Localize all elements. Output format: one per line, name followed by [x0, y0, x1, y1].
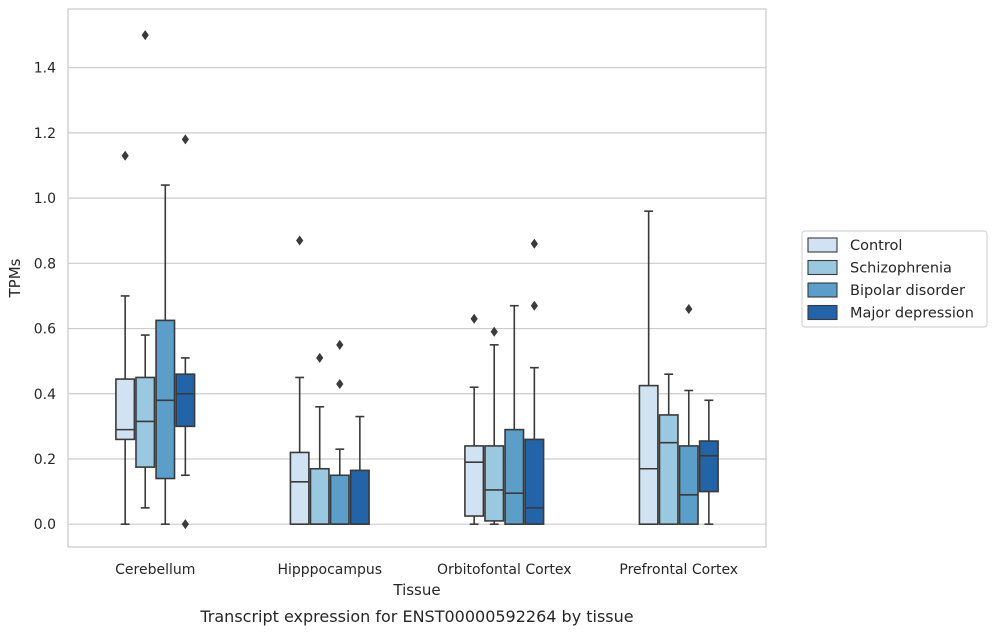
legend-swatch [807, 237, 838, 253]
box-iqr [155, 319, 176, 480]
box-iqr [289, 451, 310, 525]
box-control [289, 235, 310, 525]
legend-swatch [807, 282, 838, 298]
outlier-point [685, 303, 693, 314]
box-iqr [349, 469, 370, 525]
legend-label: Bipolar disorder [850, 283, 965, 299]
box-iqr [175, 373, 196, 428]
legend-label: Control [850, 238, 902, 254]
outlier-point [296, 235, 304, 246]
y-tick-label: 1.0 [34, 191, 56, 207]
box-iqr [658, 414, 679, 525]
y-tick-label: 0.4 [34, 387, 56, 403]
legend-swatch [807, 304, 838, 321]
outlier-point [490, 326, 498, 337]
box-iqr [504, 428, 525, 525]
y-tick-label: 0.8 [34, 256, 56, 272]
y-tick-labels: 0.0 0.2 0.4 0.6 0.8 1.0 1.2 1.4 [34, 61, 56, 533]
box-iqr [135, 376, 156, 468]
y-axis-title: TPMs [6, 258, 24, 298]
box-major-depression [349, 415, 370, 525]
box-iqr [309, 467, 330, 525]
box-major-depression [524, 238, 545, 525]
outlier-point [530, 238, 538, 249]
outlier-point [336, 339, 344, 350]
x-tick-label: Prefrontal Cortex [619, 562, 738, 578]
y-tick-label: 0.6 [34, 322, 56, 338]
box-schizophrenia [135, 30, 156, 509]
outlier-point [141, 30, 149, 41]
outlier-point [316, 352, 324, 363]
x-tick-label: Hipppocampus [277, 562, 382, 578]
box-bipolar-disorder [155, 184, 176, 525]
box-schizophrenia [658, 373, 679, 525]
box-iqr [329, 474, 350, 525]
legend-label: Major depression [850, 306, 974, 322]
box-iqr [678, 445, 699, 525]
legend-swatch [807, 259, 838, 276]
box-bipolar-disorder [329, 339, 350, 525]
outlier-point [121, 150, 129, 161]
legend-label: Schizophrenia [850, 261, 952, 277]
box-schizophrenia [309, 352, 330, 525]
box-bipolar-disorder [504, 304, 525, 525]
box-control [115, 150, 136, 525]
y-tick-label: 1.2 [34, 126, 56, 142]
box-iqr [524, 438, 545, 525]
x-axis-title: Tissue [392, 581, 440, 599]
box-bipolar-disorder [678, 303, 699, 525]
outlier-point [470, 313, 478, 324]
box-iqr [115, 378, 136, 441]
legend-items: Control Schizophrenia Bipolar disorder Majo… [807, 237, 974, 322]
box-major-depression [175, 134, 196, 530]
box-schizophrenia [484, 326, 505, 525]
box-major-depression [698, 399, 719, 525]
box-iqr [464, 445, 485, 517]
box-iqr [698, 440, 719, 493]
box-control [638, 210, 659, 525]
box-control [464, 313, 485, 525]
box-groups [115, 30, 719, 530]
x-tick-labels: Cerebellum Hipppocampus Orbitofontal Corte… [115, 562, 738, 578]
box-iqr [638, 384, 659, 525]
x-tick-label: Orbitofontal Cortex [437, 562, 572, 578]
chart-caption: Transcript expression for ENST0000059226… [199, 607, 633, 626]
outlier-point [336, 378, 344, 389]
y-tick-label: 0.2 [34, 452, 56, 468]
outlier-point [530, 300, 538, 311]
box-iqr [484, 445, 505, 522]
x-tick-label: Cerebellum [115, 562, 195, 578]
legend: Control Schizophrenia Bipolar disorder Majo… [801, 230, 988, 328]
outlier-point [181, 519, 189, 530]
legend-frame [801, 230, 988, 328]
outlier-point [181, 134, 189, 145]
y-tick-label: 0.0 [34, 517, 56, 533]
y-tick-label: 1.4 [34, 61, 56, 77]
